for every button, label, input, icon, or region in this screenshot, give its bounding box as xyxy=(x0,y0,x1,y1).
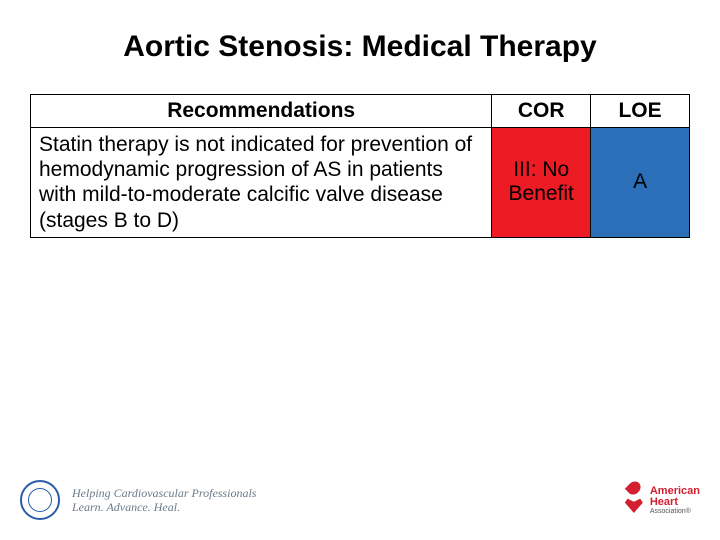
aha-text: American Heart Association® xyxy=(650,486,700,515)
aha-line1: American xyxy=(650,486,700,497)
footer-left: Helping Cardiovascular Professionals Lea… xyxy=(20,480,256,520)
col-header-cor: COR xyxy=(492,95,591,128)
slide-title: Aortic Stenosis: Medical Therapy xyxy=(30,30,690,64)
col-header-recommendations: Recommendations xyxy=(31,95,492,128)
table-header-row: Recommendations COR LOE xyxy=(31,95,690,128)
recommendations-table: Recommendations COR LOE Statin therapy i… xyxy=(30,94,690,238)
footer-right: American Heart Association® xyxy=(624,481,700,519)
heart-icon xyxy=(625,497,643,513)
acc-tagline: Helping Cardiovascular Professionals Lea… xyxy=(72,486,256,515)
loe-value: A xyxy=(591,128,690,238)
aha-line3: Association® xyxy=(650,508,700,515)
footer: Helping Cardiovascular Professionals Lea… xyxy=(0,470,720,530)
cor-value: III: No Benefit xyxy=(492,128,591,238)
aha-torch-icon xyxy=(624,481,644,519)
col-header-loe: LOE xyxy=(591,95,690,128)
acc-tagline-line2: Learn. Advance. Heal. xyxy=(72,500,256,514)
aha-line2: Heart xyxy=(650,497,700,508)
table-row: Statin therapy is not indicated for prev… xyxy=(31,128,690,238)
acc-seal-icon xyxy=(20,480,60,520)
acc-tagline-line1: Helping Cardiovascular Professionals xyxy=(72,486,256,500)
flame-icon xyxy=(625,479,643,497)
recommendation-text: Statin therapy is not indicated for prev… xyxy=(31,128,492,238)
aha-logo: American Heart Association® xyxy=(624,481,700,519)
slide: Aortic Stenosis: Medical Therapy Recomme… xyxy=(0,0,720,540)
